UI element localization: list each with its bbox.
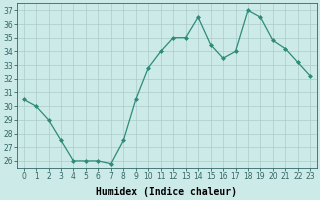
X-axis label: Humidex (Indice chaleur): Humidex (Indice chaleur)	[96, 186, 237, 197]
